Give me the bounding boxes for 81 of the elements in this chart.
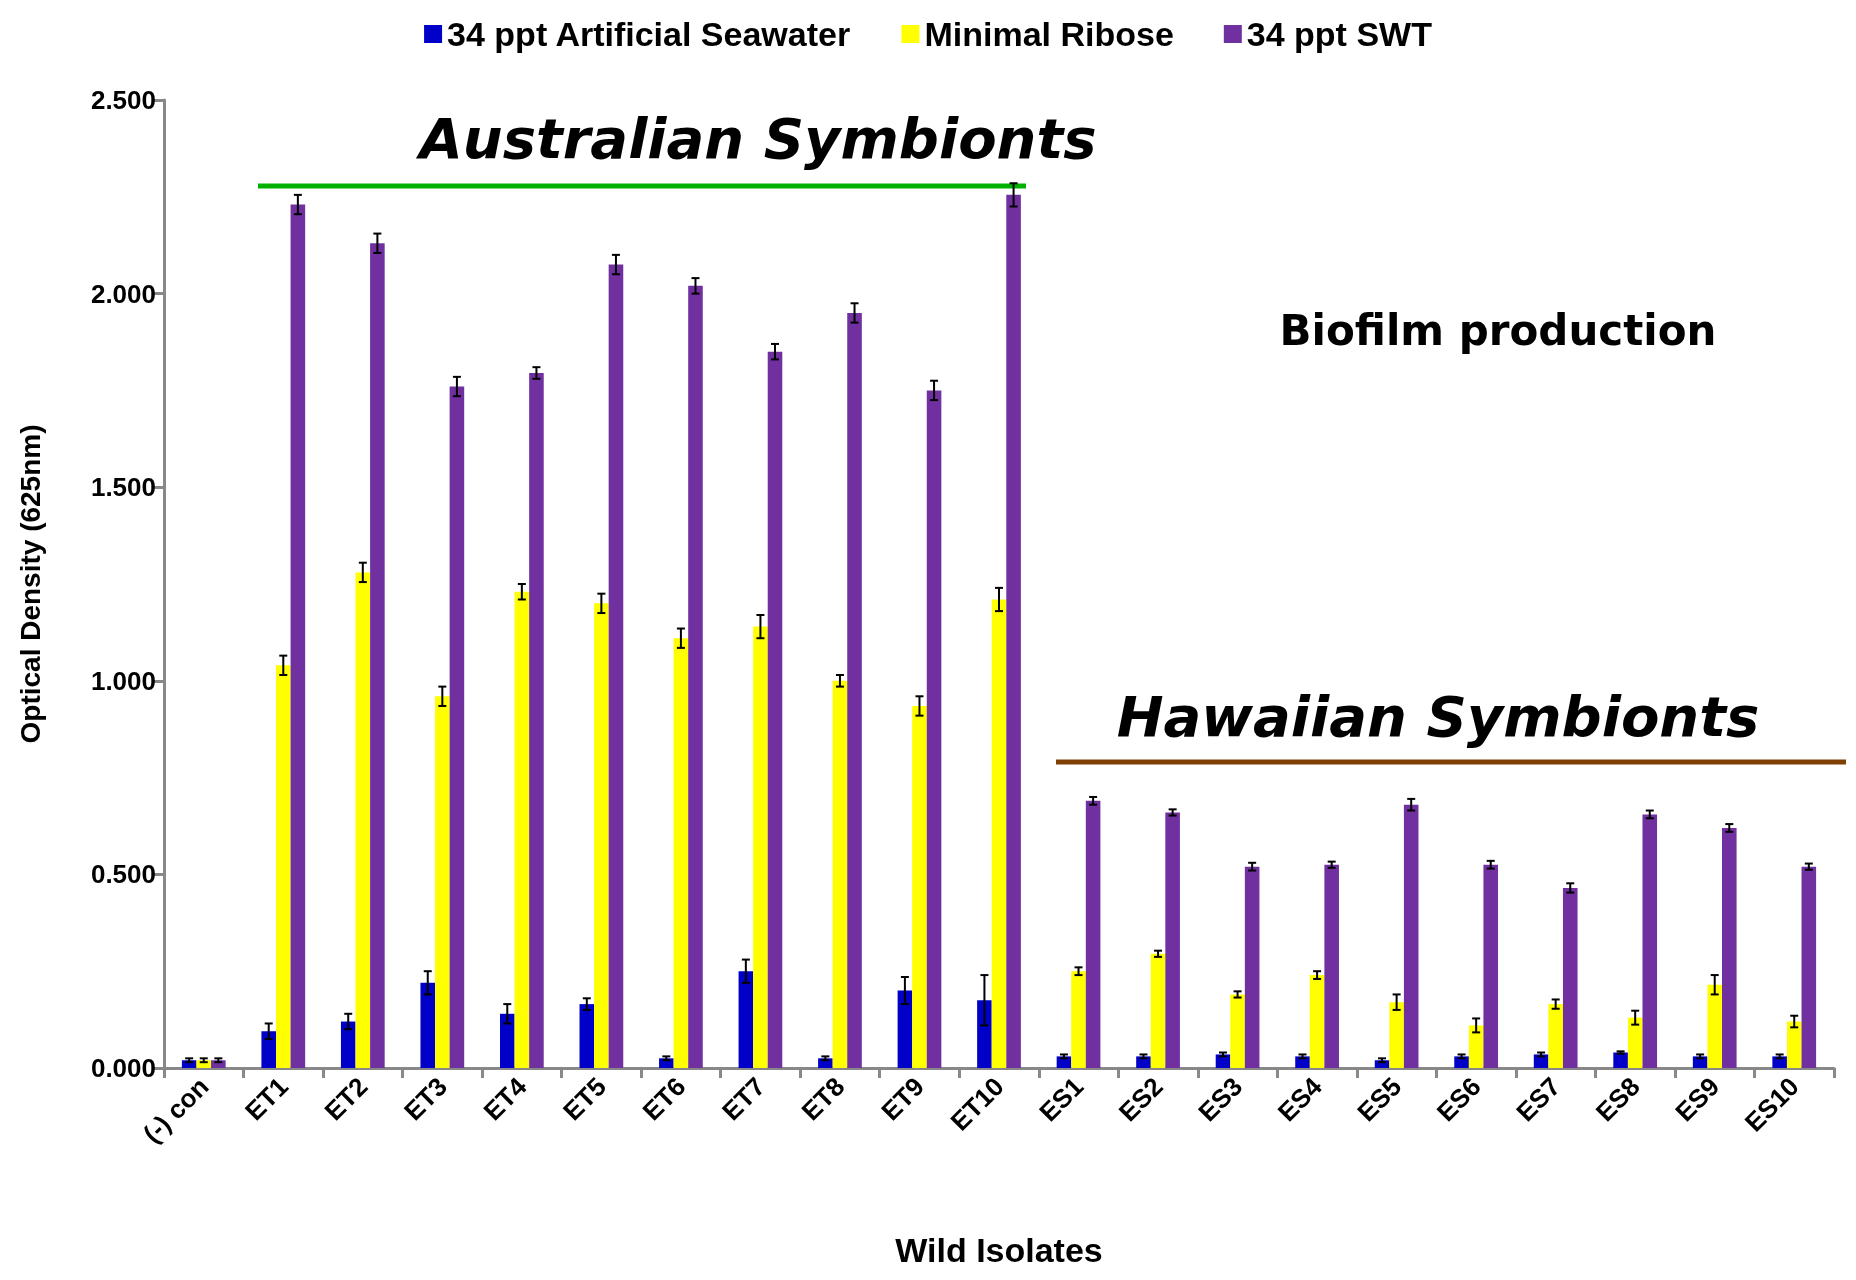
y-tick-label: 1.000 (90, 665, 156, 696)
bar (1562, 887, 1578, 1068)
x-tick-label: ES4 (1271, 1071, 1329, 1128)
bar (579, 1004, 595, 1068)
y-tick-label: 2.500 (90, 85, 156, 115)
bar (1230, 994, 1245, 1068)
x-tick-label: ET2 (318, 1071, 374, 1127)
x-tick-label: ES6 (1430, 1071, 1487, 1128)
bar (529, 372, 544, 1068)
y-tick-label: 1.500 (90, 472, 156, 503)
bar (276, 665, 291, 1068)
x-tick-label: ET6 (636, 1071, 692, 1127)
x-tick-label: ET3 (398, 1071, 453, 1127)
bar (1324, 864, 1339, 1068)
bar (370, 243, 385, 1068)
y-tick-label: 0.000 (90, 1053, 156, 1083)
bar (832, 680, 848, 1068)
bar (753, 626, 768, 1068)
x-axis-title: Wild Isolates (895, 1231, 1103, 1269)
annotation: Hawaiian Symbionts (1116, 683, 1760, 749)
bar (991, 599, 1007, 1068)
bar (1707, 984, 1722, 1068)
bar (1309, 975, 1325, 1068)
bar (449, 386, 465, 1068)
x-tick-label: ET1 (238, 1071, 294, 1127)
legend-label: 34 ppt SWT (1246, 15, 1433, 53)
x-tick-label: ES2 (1112, 1071, 1169, 1128)
bar (1085, 800, 1101, 1068)
bar (1772, 1056, 1787, 1068)
y-tick-label: 2.000 (90, 278, 156, 309)
bar (1627, 1017, 1643, 1068)
bar (420, 982, 436, 1068)
bar (1071, 971, 1086, 1068)
legend-label: Minimal Ribose (924, 15, 1174, 53)
bar (1483, 864, 1499, 1068)
bar (435, 696, 450, 1068)
bar (1533, 1054, 1549, 1068)
annotation: Biofilm production (1279, 305, 1717, 355)
bar (897, 990, 913, 1068)
bar (1548, 1004, 1563, 1068)
bar (1722, 827, 1737, 1068)
bar (514, 591, 530, 1068)
bar (926, 390, 942, 1068)
bar (738, 971, 754, 1068)
bar (673, 638, 689, 1068)
bar (977, 1000, 992, 1068)
annotation: Australian Symbionts (415, 105, 1097, 171)
bar (912, 705, 927, 1068)
bar (1468, 1025, 1484, 1068)
bar (767, 351, 783, 1068)
x-tick-label: ES8 (1589, 1071, 1646, 1128)
bar (1403, 804, 1419, 1068)
x-tick-label: ET5 (557, 1071, 612, 1127)
bar (1165, 812, 1180, 1068)
bar (594, 603, 609, 1068)
bar (261, 1031, 276, 1068)
x-tick-label: ET4 (477, 1071, 533, 1127)
bar (355, 572, 371, 1068)
bar (1389, 1002, 1404, 1068)
y-tick-label: 0.500 (90, 859, 156, 890)
legend-label: 34 ppt Artificial Seawater (447, 15, 851, 53)
bar (340, 1021, 356, 1068)
bar (1006, 194, 1021, 1068)
bar (608, 264, 624, 1068)
x-tick-label: ES9 (1669, 1071, 1726, 1128)
bar (1150, 953, 1166, 1068)
bar (1642, 814, 1658, 1068)
x-tick-label: ET8 (795, 1071, 851, 1127)
x-tick-label: ES1 (1033, 1071, 1090, 1128)
y-axis-title: Optical Density (625nm) (14, 424, 46, 744)
bar (499, 1013, 515, 1068)
bar (688, 285, 703, 1068)
bar (290, 204, 306, 1068)
bar (1801, 866, 1817, 1068)
bar (1786, 1021, 1802, 1068)
bar (1613, 1052, 1628, 1068)
bar (847, 312, 862, 1068)
bar (1244, 866, 1260, 1068)
x-tick-label: ES3 (1192, 1071, 1249, 1128)
bar (1692, 1056, 1708, 1068)
x-tick-label: ET9 (875, 1071, 931, 1127)
